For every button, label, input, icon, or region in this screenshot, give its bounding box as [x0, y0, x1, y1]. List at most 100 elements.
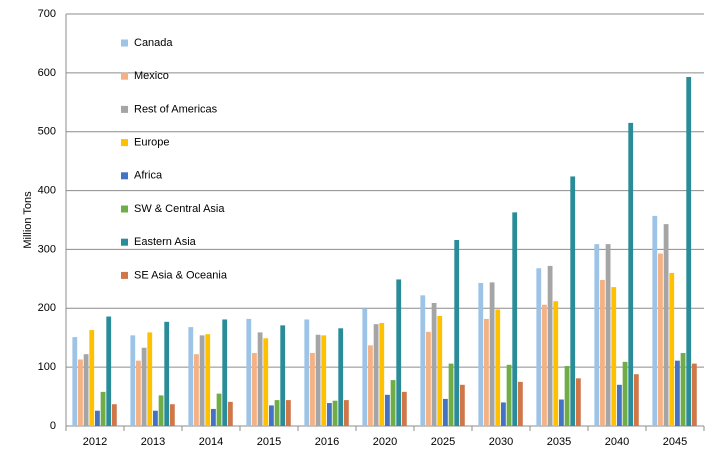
bar [304, 319, 310, 426]
bar [506, 364, 512, 426]
bar [663, 224, 669, 426]
bar [379, 323, 385, 426]
bar [269, 405, 274, 426]
bar [199, 335, 205, 426]
bar [401, 391, 407, 426]
bar [343, 400, 349, 426]
bar [205, 334, 211, 426]
x-tick-label: 2040 [605, 436, 629, 448]
y-tick-label: 0 [50, 420, 56, 432]
bar [321, 335, 327, 426]
y-tick-label: 500 [38, 126, 56, 138]
bar [95, 410, 100, 426]
bar [100, 391, 106, 426]
bar [252, 353, 257, 426]
bar [89, 330, 95, 426]
bar [536, 268, 542, 426]
bar [669, 272, 675, 426]
bar [675, 360, 680, 426]
bar [547, 265, 553, 426]
bar [559, 399, 564, 426]
bar [605, 244, 611, 426]
bar [164, 321, 170, 426]
bar [575, 378, 581, 426]
bar [327, 403, 332, 426]
x-tick-label: 2016 [315, 436, 339, 448]
bar [617, 384, 622, 426]
bar [158, 395, 164, 426]
bar [280, 325, 286, 426]
legend-label: SW & Central Asia [134, 203, 225, 215]
bar [390, 380, 396, 426]
bar [188, 327, 194, 426]
bar [274, 400, 280, 426]
bar [130, 335, 136, 426]
legend-label: SE Asia & Oceania [134, 269, 228, 281]
bar [594, 244, 600, 426]
bar [332, 400, 338, 426]
legend-swatch [121, 172, 128, 180]
legend-label: Mexico [134, 70, 169, 82]
legend-label: Europe [134, 137, 169, 149]
legend-swatch [121, 139, 128, 147]
bar [385, 394, 390, 426]
bar [169, 404, 175, 426]
x-tick-label: 2014 [199, 436, 223, 448]
x-tick-label: 2025 [431, 436, 455, 448]
bar [553, 301, 559, 426]
bar [426, 331, 431, 426]
x-tick-label: 2012 [83, 436, 107, 448]
legend-label: Canada [134, 37, 173, 49]
bar [194, 354, 199, 426]
legend-swatch [121, 72, 128, 80]
y-tick-label: 700 [38, 8, 56, 20]
bar [628, 122, 634, 426]
bar [512, 212, 518, 426]
legend-swatch [121, 205, 128, 213]
bar [489, 282, 495, 426]
legend-swatch [121, 271, 128, 279]
bar [396, 279, 402, 426]
x-tick-label: 2020 [373, 436, 397, 448]
bar [501, 402, 506, 426]
x-tick-label: 2030 [489, 436, 513, 448]
bar [459, 384, 465, 426]
bar [153, 410, 158, 426]
bar [611, 287, 617, 426]
bar [136, 360, 141, 426]
bar [600, 280, 605, 426]
bar [141, 347, 147, 426]
y-tick-label: 600 [38, 67, 56, 79]
bar [431, 302, 437, 426]
bar [686, 76, 692, 426]
bar [111, 404, 117, 426]
bar [484, 318, 489, 426]
bar [680, 353, 686, 426]
bar [285, 400, 291, 426]
bar [652, 215, 658, 426]
bar [691, 363, 697, 426]
bar [437, 315, 443, 426]
y-tick-label: 400 [38, 184, 56, 196]
bar [147, 332, 153, 426]
bar [211, 408, 216, 426]
bar [246, 318, 252, 426]
legend-label: Eastern Asia [134, 236, 197, 248]
bar [310, 353, 315, 426]
legend-swatch [121, 238, 128, 246]
bar [517, 381, 523, 426]
bar [570, 176, 576, 426]
bar [448, 363, 454, 426]
y-tick-label: 300 [38, 243, 56, 255]
bar [420, 295, 426, 426]
legend-swatch [121, 39, 128, 47]
bar [495, 309, 501, 426]
x-tick-label: 2045 [663, 436, 687, 448]
bar [222, 319, 228, 426]
bar [362, 308, 368, 426]
bar [373, 324, 379, 426]
bar [622, 361, 628, 426]
legend-label: Rest of Americas [134, 103, 218, 115]
bar [633, 374, 639, 426]
